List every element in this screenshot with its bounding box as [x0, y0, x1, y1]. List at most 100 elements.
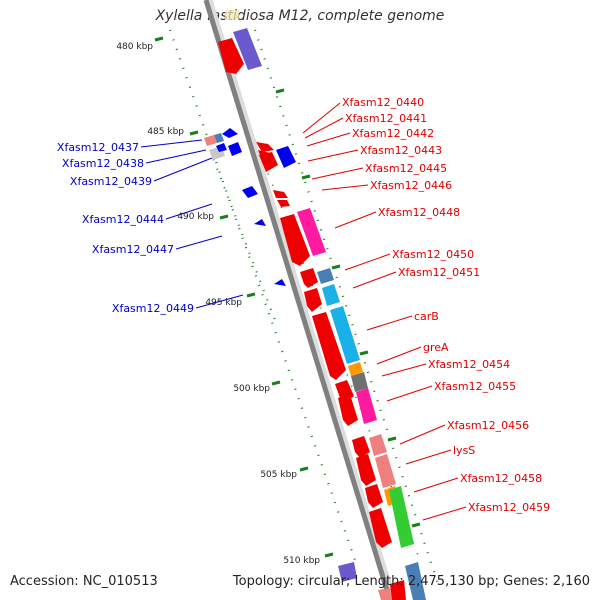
connector-0459 — [422, 506, 467, 521]
tick-outer-4 — [359, 350, 369, 356]
connector-0443 — [307, 149, 359, 162]
gene-greA — [348, 362, 363, 376]
tick-outer-1 — [275, 88, 285, 94]
label-Xfasm12_0458: Xfasm12_0458 — [460, 472, 542, 485]
label-Xfasm12_0441: Xfasm12_0441 — [345, 112, 427, 125]
gene-0448-pink — [297, 208, 326, 256]
label-Xfasm12_0443: Xfasm12_0443 — [360, 144, 442, 157]
connector-greA — [376, 346, 422, 365]
gene-0447 — [254, 219, 266, 226]
gene-0459 — [369, 508, 392, 548]
scale-label-485: 485 kbp — [147, 127, 184, 137]
tick-outer-3 — [331, 264, 341, 270]
gene-0458 — [365, 484, 383, 508]
connector-0448 — [334, 211, 377, 229]
connector-0438 — [145, 149, 207, 164]
connector-0444 — [165, 203, 213, 220]
connector-0454 — [381, 363, 427, 377]
gene-0455-red — [338, 394, 358, 426]
gene-0440 — [256, 142, 274, 152]
label-Xfasm12_0454: Xfasm12_0454 — [428, 358, 510, 371]
gene-0437-blue — [222, 128, 238, 138]
mid-guide-line — [209, 149, 276, 321]
scale-ruler-line — [168, 29, 357, 561]
gene-0449 — [274, 279, 286, 286]
gene-top-red-arrow — [218, 38, 244, 74]
label-Xfasm12_0450: Xfasm12_0450 — [392, 248, 474, 261]
gene-bottom-steel — [405, 562, 426, 600]
gene-carB — [312, 312, 346, 380]
reverse-genes — [204, 128, 286, 286]
reverse-connectors — [140, 139, 244, 309]
gene-bottom-purple — [338, 562, 357, 582]
tick-outer-5 — [387, 436, 397, 442]
gene-0446 — [277, 200, 290, 207]
connector-0447 — [175, 235, 223, 250]
connector-0441 — [304, 117, 344, 139]
label-carB: carB — [414, 310, 439, 323]
gene-0459-green — [389, 486, 414, 548]
label-greA: greA — [423, 341, 449, 354]
scale-labels: 480 kbp 485 kbp 490 kbp 495 kbp 500 kbp … — [116, 42, 320, 566]
label-Xfasm12_0445: Xfasm12_0445 — [365, 162, 447, 175]
connector-0445 — [311, 167, 364, 180]
label-Xfasm12_0446: Xfasm12_0446 — [370, 179, 452, 192]
connector-carB — [366, 315, 413, 331]
label-Xfasm12_0455: Xfasm12_0455 — [434, 380, 516, 393]
backbone — [203, 0, 393, 600]
tick-505 — [299, 466, 309, 472]
connector-0440 — [302, 102, 341, 134]
scale-label-505: 505 kbp — [260, 470, 297, 480]
gene-0439-blue — [216, 143, 227, 152]
label-Xfasm12_0448: Xfasm12_0448 — [378, 206, 460, 219]
label-Xfasm12_0451: Xfasm12_0451 — [398, 266, 480, 279]
connector-0439 — [153, 157, 213, 182]
tick-510 — [324, 552, 334, 558]
connector-0455 — [386, 385, 433, 402]
forward-genes — [218, 10, 426, 600]
label-Xfasm12_0447: Xfasm12_0447 — [92, 243, 174, 256]
gene-0456-salmon — [369, 434, 387, 456]
connector-lysS — [405, 449, 452, 465]
label-Xfasm12_0437: Xfasm12_0437 — [57, 141, 139, 154]
label-Xfasm12_0440: Xfasm12_0440 — [342, 96, 424, 109]
gene-0451 — [304, 288, 322, 312]
gene-0450-steel — [317, 268, 334, 284]
label-Xfasm12_0449: Xfasm12_0449 — [112, 302, 194, 315]
label-Xfasm12_0438: Xfasm12_0438 — [62, 157, 144, 170]
gene-top-faded — [225, 10, 239, 20]
connector-0450 — [344, 253, 391, 271]
label-lysS: lysS — [453, 444, 475, 457]
connector-0456 — [399, 424, 446, 445]
gene-0437 — [204, 135, 217, 146]
tick-500 — [271, 380, 281, 386]
scale-label-500: 500 kbp — [233, 384, 270, 394]
tick-490 — [219, 214, 229, 220]
scale-label-490: 490 kbp — [177, 212, 214, 222]
tick-485 — [189, 130, 199, 136]
connector-0458 — [413, 477, 459, 493]
scale-ticks — [154, 36, 421, 558]
gene-0445 — [273, 190, 288, 198]
gene-0438-blue — [228, 142, 242, 156]
tick-outer-6 — [411, 522, 421, 528]
reverse-labels: Xfasm12_0437 Xfasm12_0438 Xfasm12_0439 X… — [57, 141, 194, 315]
gene-0437-steel — [214, 133, 224, 143]
label-Xfasm12_0442: Xfasm12_0442 — [352, 127, 434, 140]
gene-lysS-salmon — [375, 454, 396, 488]
gene-0455-pink — [356, 388, 377, 424]
connector-0451 — [352, 271, 397, 289]
gene-top-purple-block — [233, 28, 262, 70]
gene-0448 — [280, 214, 310, 266]
tick-outer-2 — [301, 174, 311, 180]
scale-label-495: 495 kbp — [205, 298, 242, 308]
scale-label-510: 510 kbp — [283, 556, 320, 566]
label-Xfasm12_0459: Xfasm12_0459 — [468, 501, 550, 514]
connector-0437 — [140, 139, 203, 148]
connector-0446 — [321, 184, 369, 191]
gene-0443 — [276, 146, 296, 168]
gene-0444 — [242, 186, 258, 198]
label-Xfasm12_0444: Xfasm12_0444 — [82, 213, 164, 226]
gene-0451-sky — [322, 284, 340, 306]
